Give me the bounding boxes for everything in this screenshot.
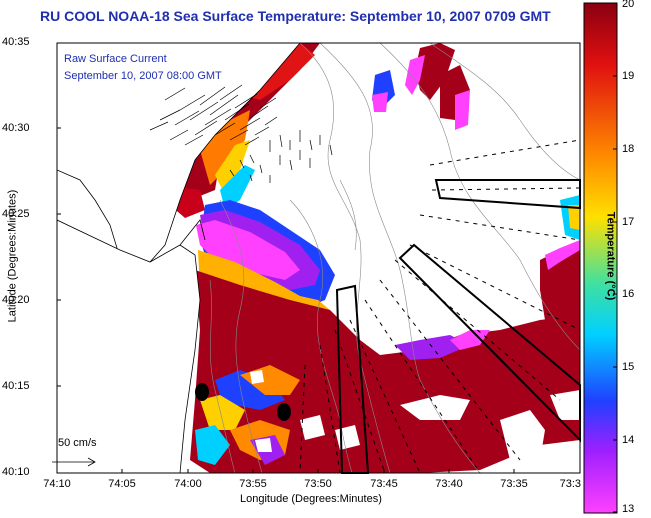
x-tick-label: 73:35	[500, 478, 528, 490]
x-tick-label: 73:3	[559, 478, 581, 490]
y-tick-label: 40:20	[2, 294, 30, 306]
map-title: RU COOL NOAA-18 Sea Surface Temperature:…	[40, 8, 551, 24]
x-tick-label: 73:55	[239, 478, 267, 490]
scale-label: 50 cm/s	[58, 437, 97, 449]
colorbar-label: Temperature (°C)	[604, 211, 617, 301]
x-tick-label: 74:00	[174, 478, 202, 490]
x-tick-label: 74:05	[108, 478, 136, 490]
current-vectors	[149, 84, 333, 183]
colorbar-tick-label: 14	[622, 434, 635, 446]
y-tick-label: 40:30	[2, 122, 30, 134]
colorbar-tick-label: 18	[622, 143, 635, 155]
x-tick-label: 74:10	[43, 478, 71, 490]
colorbar-tick-label: 20	[622, 0, 635, 10]
x-axis-label: Longitude (Degrees:Minutes)	[240, 493, 382, 505]
colorbar-tick-label: 16	[622, 288, 635, 300]
coastline	[57, 43, 301, 473]
bathymetry-contours	[209, 43, 580, 473]
scale-arrow	[52, 457, 96, 467]
colorbar-tick-label: 13	[622, 503, 635, 515]
x-tick-label: 73:50	[304, 478, 332, 490]
y-tick-label: 40:35	[2, 36, 30, 48]
x-tick-label: 73:45	[370, 478, 398, 490]
legend-line-2: September 10, 2007 08:00 GMT	[64, 70, 222, 82]
colorbar-tick-label: 17	[622, 216, 635, 228]
axis-ticks	[56, 42, 581, 474]
x-tick-label: 73:40	[435, 478, 463, 490]
y-tick-label: 40:15	[2, 380, 30, 392]
y-tick-label: 40:25	[2, 208, 30, 220]
colorbar-tick-label: 19	[622, 70, 635, 82]
colorbar-ticks	[613, 2, 617, 513]
colorbar-tick-label: 15	[622, 361, 635, 373]
legend-line-1: Raw Surface Current	[64, 53, 167, 65]
y-axis-label: Latitude (Degrees:Minutes)	[6, 189, 19, 323]
colorbar	[583, 2, 618, 514]
y-tick-label: 40:10	[2, 466, 30, 478]
